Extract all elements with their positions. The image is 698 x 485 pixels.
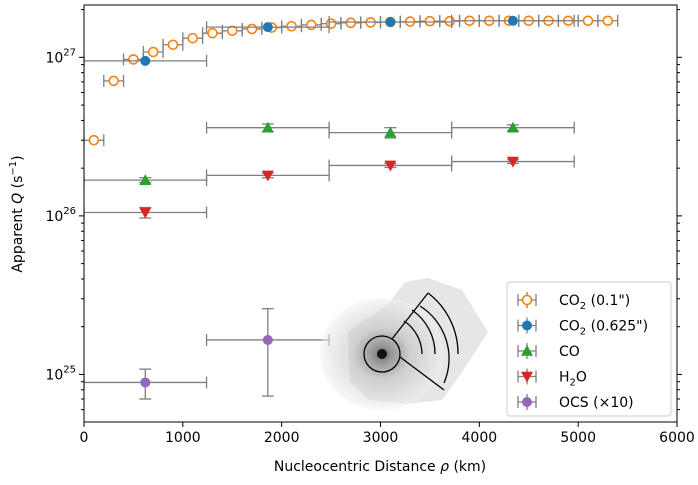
series-OCS xyxy=(84,307,330,400)
x-tick-label: 4000 xyxy=(462,430,498,446)
y-axis-label: Apparent Q (s−1) xyxy=(8,155,26,272)
inset-wedge-edge-top xyxy=(391,292,429,340)
data-point-CO2_fine xyxy=(187,32,199,44)
data-marks xyxy=(84,14,619,400)
inset-wedge-edge-bottom xyxy=(399,356,445,391)
inset-annulus-3 xyxy=(419,305,450,384)
data-point-CO2_fine xyxy=(88,134,100,146)
x-tick-label: 1000 xyxy=(165,430,201,446)
legend-entry-CO2_fine: CO2 (0.1") xyxy=(517,292,630,312)
x-tick-label: 5000 xyxy=(560,430,596,446)
data-point-CO2_fine xyxy=(582,15,594,27)
data-point-CO2_fine xyxy=(226,25,238,37)
legend-label-CO2_fine: CO2 (0.1") xyxy=(559,293,630,312)
data-point-CO xyxy=(261,121,274,133)
data-point-CO xyxy=(139,174,152,185)
x-tick-label: 6000 xyxy=(659,430,695,446)
legend-marker-H2O xyxy=(521,371,533,383)
data-point-CO2_fine xyxy=(306,19,317,31)
y-axis-ticks: 1025 1026 1027 xyxy=(45,9,682,411)
data-point-CO xyxy=(384,126,397,138)
data-point-CO2_fine xyxy=(207,27,218,39)
data-point-CO2_fine xyxy=(147,46,159,58)
legend-marker-OCS xyxy=(522,397,532,407)
series-H2O xyxy=(84,155,575,219)
x-axis-label: Nucleocentric Distance ρ (km) xyxy=(274,459,486,475)
data-point-CO xyxy=(506,121,519,133)
data-point-CO2_fine xyxy=(128,54,139,65)
x-tick-label: 0 xyxy=(80,430,89,446)
data-point-CO2_fine xyxy=(108,75,119,87)
legend-entry-H2O: H2O xyxy=(517,368,587,389)
x-tick-label: 2000 xyxy=(264,430,300,446)
legend-marker-CO xyxy=(521,345,533,356)
series-CO xyxy=(84,121,575,187)
coma-inset-image xyxy=(320,278,488,410)
data-point-OCS xyxy=(140,377,151,388)
data-point-CO2_coarse xyxy=(140,55,151,66)
legend-box xyxy=(506,281,672,417)
legend-label-OCS: OCS (×10) xyxy=(559,395,634,411)
y-tick-label: 1027 xyxy=(45,47,76,66)
data-point-H2O xyxy=(261,170,274,182)
x-axis-ticks: 0 1000 2000 3000 4000 5000 6000 xyxy=(80,422,695,446)
legend-entry-CO: CO xyxy=(517,343,580,360)
data-point-CO2_fine xyxy=(167,39,179,51)
inset-annulus-4 xyxy=(427,292,459,355)
plot-frame xyxy=(83,4,678,423)
legend: CO2 (0.1") CO2 (0.625") CO H2O OCS (×10) xyxy=(506,281,672,417)
series-CO2_fine xyxy=(84,14,619,147)
y-tick-label: 1026 xyxy=(45,206,76,225)
legend-label-CO2_coarse: CO2 (0.625") xyxy=(559,319,648,338)
data-point-CO2_coarse xyxy=(385,17,396,28)
data-point-CO2_fine xyxy=(424,15,436,27)
data-point-CO2_fine xyxy=(602,15,614,27)
legend-entry-OCS: OCS (×10) xyxy=(517,394,634,411)
inset-annulus-1 xyxy=(403,320,423,355)
data-point-CO2_fine xyxy=(286,20,297,32)
data-point-CO2_fine xyxy=(345,17,357,29)
data-point-H2O xyxy=(139,207,152,219)
legend-marker-CO2_coarse xyxy=(522,320,532,331)
data-point-OCS xyxy=(262,334,273,345)
data-point-H2O xyxy=(384,160,397,172)
x-tick-label: 3000 xyxy=(363,430,399,446)
data-point-H2O xyxy=(506,156,519,168)
inset-annulus-2 xyxy=(411,309,436,355)
legend-label-H2O: H2O xyxy=(559,370,587,389)
series-CO2_coarse xyxy=(84,14,575,67)
legend-label-CO: CO xyxy=(559,344,580,360)
legend-marker-CO2_fine xyxy=(521,294,533,306)
data-point-CO2_fine xyxy=(246,23,258,35)
inset-aperture-circle xyxy=(363,335,401,373)
y-tick-label: 1025 xyxy=(45,364,76,383)
legend-entry-CO2_coarse: CO2 (0.625") xyxy=(517,317,648,338)
inset-nucleus xyxy=(377,349,387,359)
data-point-CO2_coarse xyxy=(507,15,518,26)
data-point-CO2_coarse xyxy=(262,22,273,33)
